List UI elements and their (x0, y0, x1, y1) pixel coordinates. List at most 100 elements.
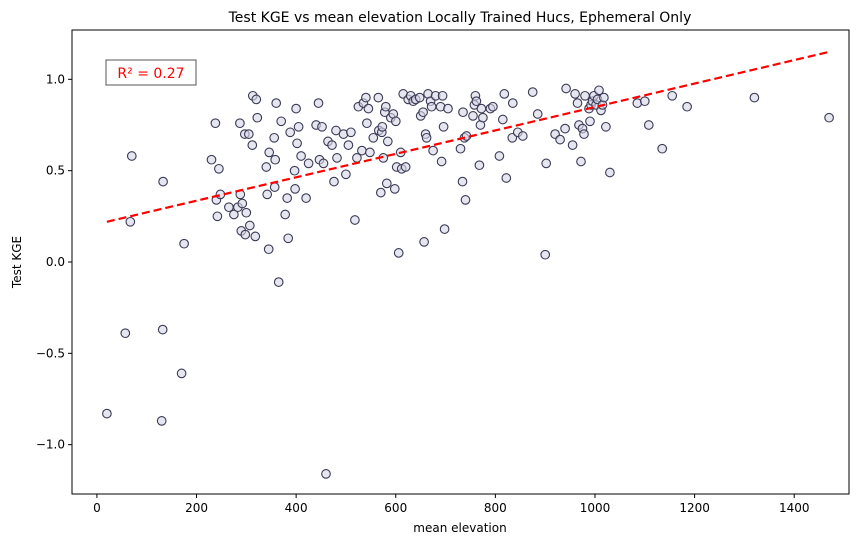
data-point (237, 198, 248, 209)
data-point (599, 92, 609, 103)
data-point (341, 169, 351, 180)
data-point (576, 156, 586, 167)
data-point (176, 368, 187, 379)
data-point (494, 151, 505, 161)
data-point (419, 237, 429, 247)
data-point (507, 98, 518, 108)
x-tick-label: 400 (285, 501, 308, 515)
data-point (682, 101, 692, 112)
data-point (179, 238, 189, 249)
data-point (157, 324, 168, 335)
data-point (377, 121, 388, 132)
ticks: 0 200 400 600 800 1000 1200 1400 −1.0 −0.5 0.0 0.5 1… (36, 72, 810, 515)
data-point (657, 143, 668, 154)
data-point (270, 154, 281, 165)
data-point (317, 121, 327, 132)
data-point (350, 215, 360, 225)
data-point (560, 123, 570, 134)
data-point (289, 165, 300, 176)
data-point (418, 107, 428, 118)
data-point (361, 92, 371, 103)
data-point (365, 147, 375, 158)
data-point (280, 209, 291, 220)
data-point (240, 229, 251, 240)
data-point (332, 153, 342, 163)
y-tick-label: −1.0 (36, 438, 65, 452)
data-point (501, 173, 512, 183)
data-point (303, 158, 314, 169)
data-point (585, 116, 595, 127)
data-point (158, 176, 168, 187)
data-point (390, 116, 401, 127)
annotation-text: R² = 0.27 (117, 66, 184, 82)
x-tick-label: 1200 (679, 501, 710, 515)
data-point (393, 248, 404, 258)
data-point (667, 90, 678, 101)
data-point (605, 167, 615, 178)
data-point (601, 121, 611, 132)
data-point (541, 158, 552, 169)
data-point (102, 408, 112, 419)
data-point (282, 193, 293, 203)
data-point (126, 151, 137, 161)
data-point (368, 132, 379, 143)
data-point (357, 145, 367, 156)
data-point (362, 118, 372, 129)
data-point (438, 121, 449, 132)
data-point (488, 101, 498, 112)
data-point (235, 118, 245, 129)
trend-line (106, 50, 830, 223)
data-point (458, 107, 468, 118)
data-point (273, 277, 284, 287)
data-point (639, 96, 650, 107)
data-point (263, 244, 274, 255)
data-point (244, 220, 255, 231)
data-point (215, 189, 226, 200)
data-point (749, 92, 760, 103)
data-point (250, 231, 261, 242)
data-point (382, 136, 393, 147)
data-point (120, 328, 131, 339)
data-point (643, 120, 654, 130)
x-tick-label: 200 (185, 501, 208, 515)
axes (71, 29, 850, 495)
data-point (301, 193, 311, 203)
data-point (247, 140, 258, 150)
data-point (375, 187, 386, 198)
data-point (594, 85, 604, 96)
data-point (327, 140, 337, 150)
data-point (460, 195, 471, 205)
data-point (561, 83, 571, 94)
y-tick-label: −0.5 (36, 346, 65, 360)
data-point (296, 151, 306, 161)
data-point (443, 103, 453, 114)
data-point (474, 160, 485, 171)
data-point (373, 92, 384, 103)
data-point (292, 138, 302, 149)
data-point (269, 132, 280, 143)
data-point (290, 184, 300, 194)
x-tick-label: 800 (484, 501, 507, 515)
data-point (264, 147, 275, 158)
y-tick-label: 0.0 (46, 255, 65, 269)
data-point (436, 156, 447, 167)
data-point (318, 158, 329, 169)
data-point (313, 98, 324, 108)
data-point (476, 103, 487, 114)
data-point (555, 134, 565, 145)
data-point (363, 103, 374, 114)
x-tick-label: 0 (93, 501, 101, 515)
data-point (156, 416, 167, 426)
data-point (293, 121, 304, 132)
y-axis-label: Test KGE (10, 236, 24, 289)
data-point (252, 112, 263, 123)
data-point (540, 249, 551, 260)
data-point (426, 101, 437, 112)
data-point (437, 90, 448, 101)
data-point (499, 89, 510, 99)
data-point (570, 89, 580, 99)
data-point (497, 114, 508, 125)
data-point (455, 143, 466, 154)
data-point (125, 216, 136, 227)
